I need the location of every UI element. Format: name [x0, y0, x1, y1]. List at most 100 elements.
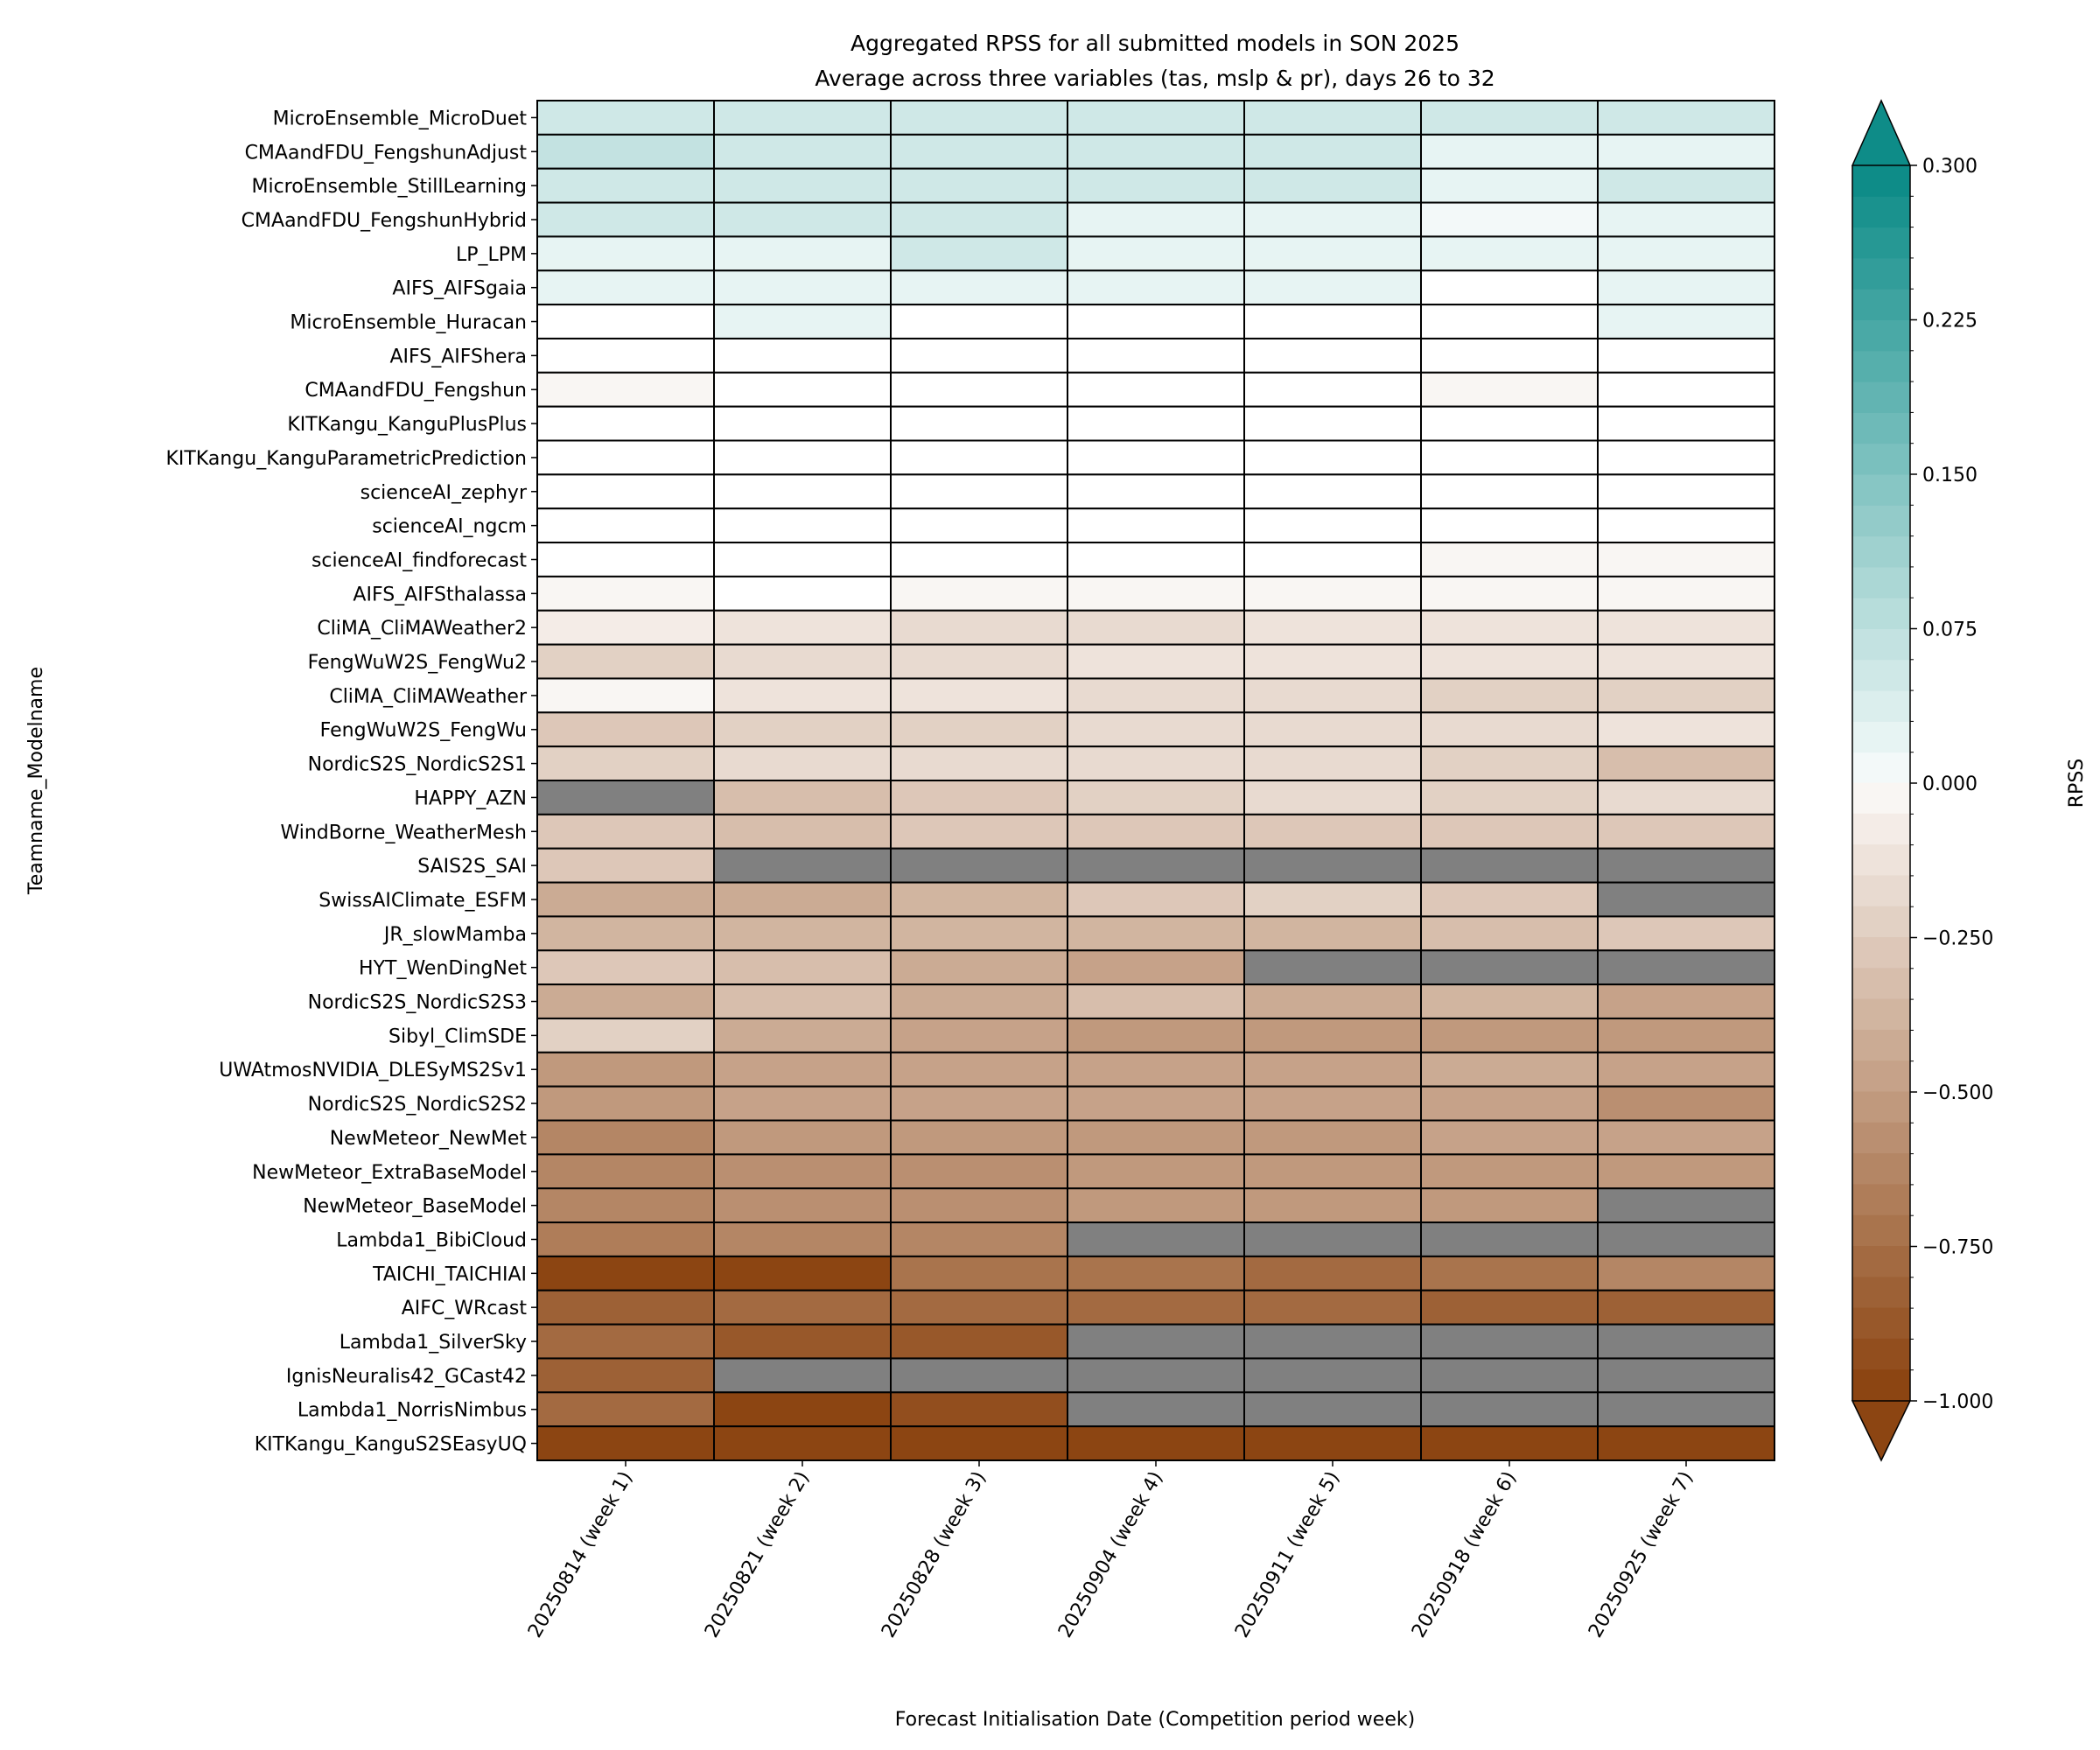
heatmap-cell [1597, 100, 1775, 136]
heatmap-cell [1420, 405, 1599, 442]
chart-subtitle: Average across three variables (tas, msl… [815, 66, 1494, 91]
heatmap-cell [536, 847, 715, 884]
y-tick-label: IgnisNeuralis42_GCast42 [286, 1366, 527, 1388]
heatmap-cell [1243, 304, 1422, 340]
heatmap-cell [1420, 1289, 1599, 1326]
heatmap-cell [1597, 1222, 1775, 1257]
heatmap-cell [1243, 1357, 1422, 1394]
y-tick-label: UWAtmosNVIDIA_DLESyMS2Sv1 [219, 1060, 527, 1082]
heatmap-cell [1243, 881, 1422, 918]
heatmap-cell [536, 439, 715, 476]
heatmap-cell [713, 304, 892, 340]
heatmap-cell [1067, 949, 1245, 986]
heatmap-cell [1243, 508, 1422, 544]
heatmap-cell [1597, 984, 1775, 1019]
heatmap-cell [1067, 167, 1245, 204]
heatmap-cell [1597, 1017, 1775, 1054]
heatmap-cell [713, 847, 892, 884]
heatmap-cell [713, 746, 892, 782]
colorbar-band [1852, 536, 1910, 568]
heatmap-cell [890, 1085, 1068, 1122]
heatmap-cell [713, 508, 892, 544]
heatmap-cell [713, 1187, 892, 1224]
colorbar-tick-label: 0.225 [1922, 311, 1978, 332]
heatmap-cell [1597, 1357, 1775, 1394]
heatmap-cell [1243, 949, 1422, 986]
y-tick-label: Sibyl_ClimSDE [388, 1026, 527, 1047]
heatmap-cell [1067, 1391, 1245, 1428]
heatmap-cell [1243, 1085, 1422, 1122]
heatmap-cell [1067, 813, 1245, 850]
heatmap-cell [1243, 1119, 1422, 1156]
heatmap-cell [1243, 439, 1422, 476]
heatmap-cell [536, 1085, 715, 1122]
heatmap-cell [890, 1119, 1068, 1156]
colorbar-tick-label: −0.750 [1922, 1237, 1993, 1259]
colorbar-band [1852, 937, 1910, 969]
heatmap-cell [1243, 711, 1422, 748]
heatmap-cell [1597, 371, 1775, 408]
heatmap-cell [1597, 270, 1775, 306]
heatmap-cell [1420, 1222, 1599, 1257]
heatmap-cell [1067, 1357, 1245, 1394]
heatmap-cell [713, 270, 892, 306]
heatmap-cell [1420, 542, 1599, 578]
heatmap-cell [1067, 235, 1245, 272]
heatmap-cell [1420, 1153, 1599, 1190]
y-tick-label: AIFS_AIFShera [389, 346, 527, 368]
heatmap-cell [890, 1255, 1068, 1292]
heatmap-cell [536, 100, 715, 136]
heatmap-cell [1243, 1323, 1422, 1360]
heatmap-cell [713, 677, 892, 714]
heatmap-cell [1067, 1051, 1245, 1088]
heatmap-cell [1067, 881, 1245, 918]
heatmap-cell [1597, 813, 1775, 850]
heatmap-cell [1243, 575, 1422, 612]
heatmap-cell [890, 1222, 1068, 1257]
heatmap-cell [536, 711, 715, 748]
heatmap-cell [1420, 847, 1599, 884]
colorbar-tick-label: 0.300 [1922, 156, 1978, 178]
heatmap-cell [536, 915, 715, 952]
heatmap-cell [536, 881, 715, 918]
heatmap-cell [536, 1187, 715, 1224]
colorbar-tick-label: 0.075 [1922, 620, 1978, 641]
heatmap-cell [713, 1425, 892, 1462]
colorbar-band [1852, 1029, 1910, 1061]
heatmap-cell [1243, 371, 1422, 408]
heatmap-cell [890, 1289, 1068, 1326]
heatmap-cell [1597, 304, 1775, 340]
heatmap-cell [713, 337, 892, 374]
colorbar-tick-label: −0.250 [1922, 928, 1993, 950]
colorbar-band [1852, 1184, 1910, 1216]
heatmap-cell [1067, 201, 1245, 238]
heatmap-cell [890, 1153, 1068, 1190]
heatmap-cell [1067, 304, 1245, 340]
colorbar-band [1852, 875, 1910, 907]
heatmap-cell [890, 201, 1068, 238]
y-tick-label: MicroEnsemble_MicroDuet [273, 108, 528, 130]
heatmap-cell [1243, 984, 1422, 1019]
heatmap-cell [1597, 1051, 1775, 1088]
heatmap-cell [1420, 1085, 1599, 1122]
heatmap-cell [1243, 780, 1422, 816]
heatmap-cell [713, 949, 892, 986]
heatmap-cell [1243, 1017, 1422, 1054]
heatmap-cell [536, 780, 715, 816]
heatmap-cell [1420, 1357, 1599, 1394]
heatmap-cell [890, 711, 1068, 748]
heatmap-cell [1067, 984, 1245, 1019]
heatmap-cell [536, 473, 715, 510]
heatmap-cell [1597, 847, 1775, 884]
y-tick-label: Lambda1_NorrisNimbus [298, 1400, 527, 1422]
heatmap-cell [536, 1017, 715, 1054]
heatmap-cell [890, 508, 1068, 544]
heatmap-cell [1420, 304, 1599, 340]
heatmap-cells [536, 100, 1775, 1462]
colorbar-band [1852, 165, 1910, 197]
heatmap-cell [1597, 473, 1775, 510]
colorbar-band [1852, 289, 1910, 320]
chart-title: Aggregated RPSS for all submitted models… [850, 31, 1460, 56]
x-tick-label: 20250918 (week 6) [1408, 1468, 1521, 1642]
heatmap-cell [1243, 1051, 1422, 1088]
